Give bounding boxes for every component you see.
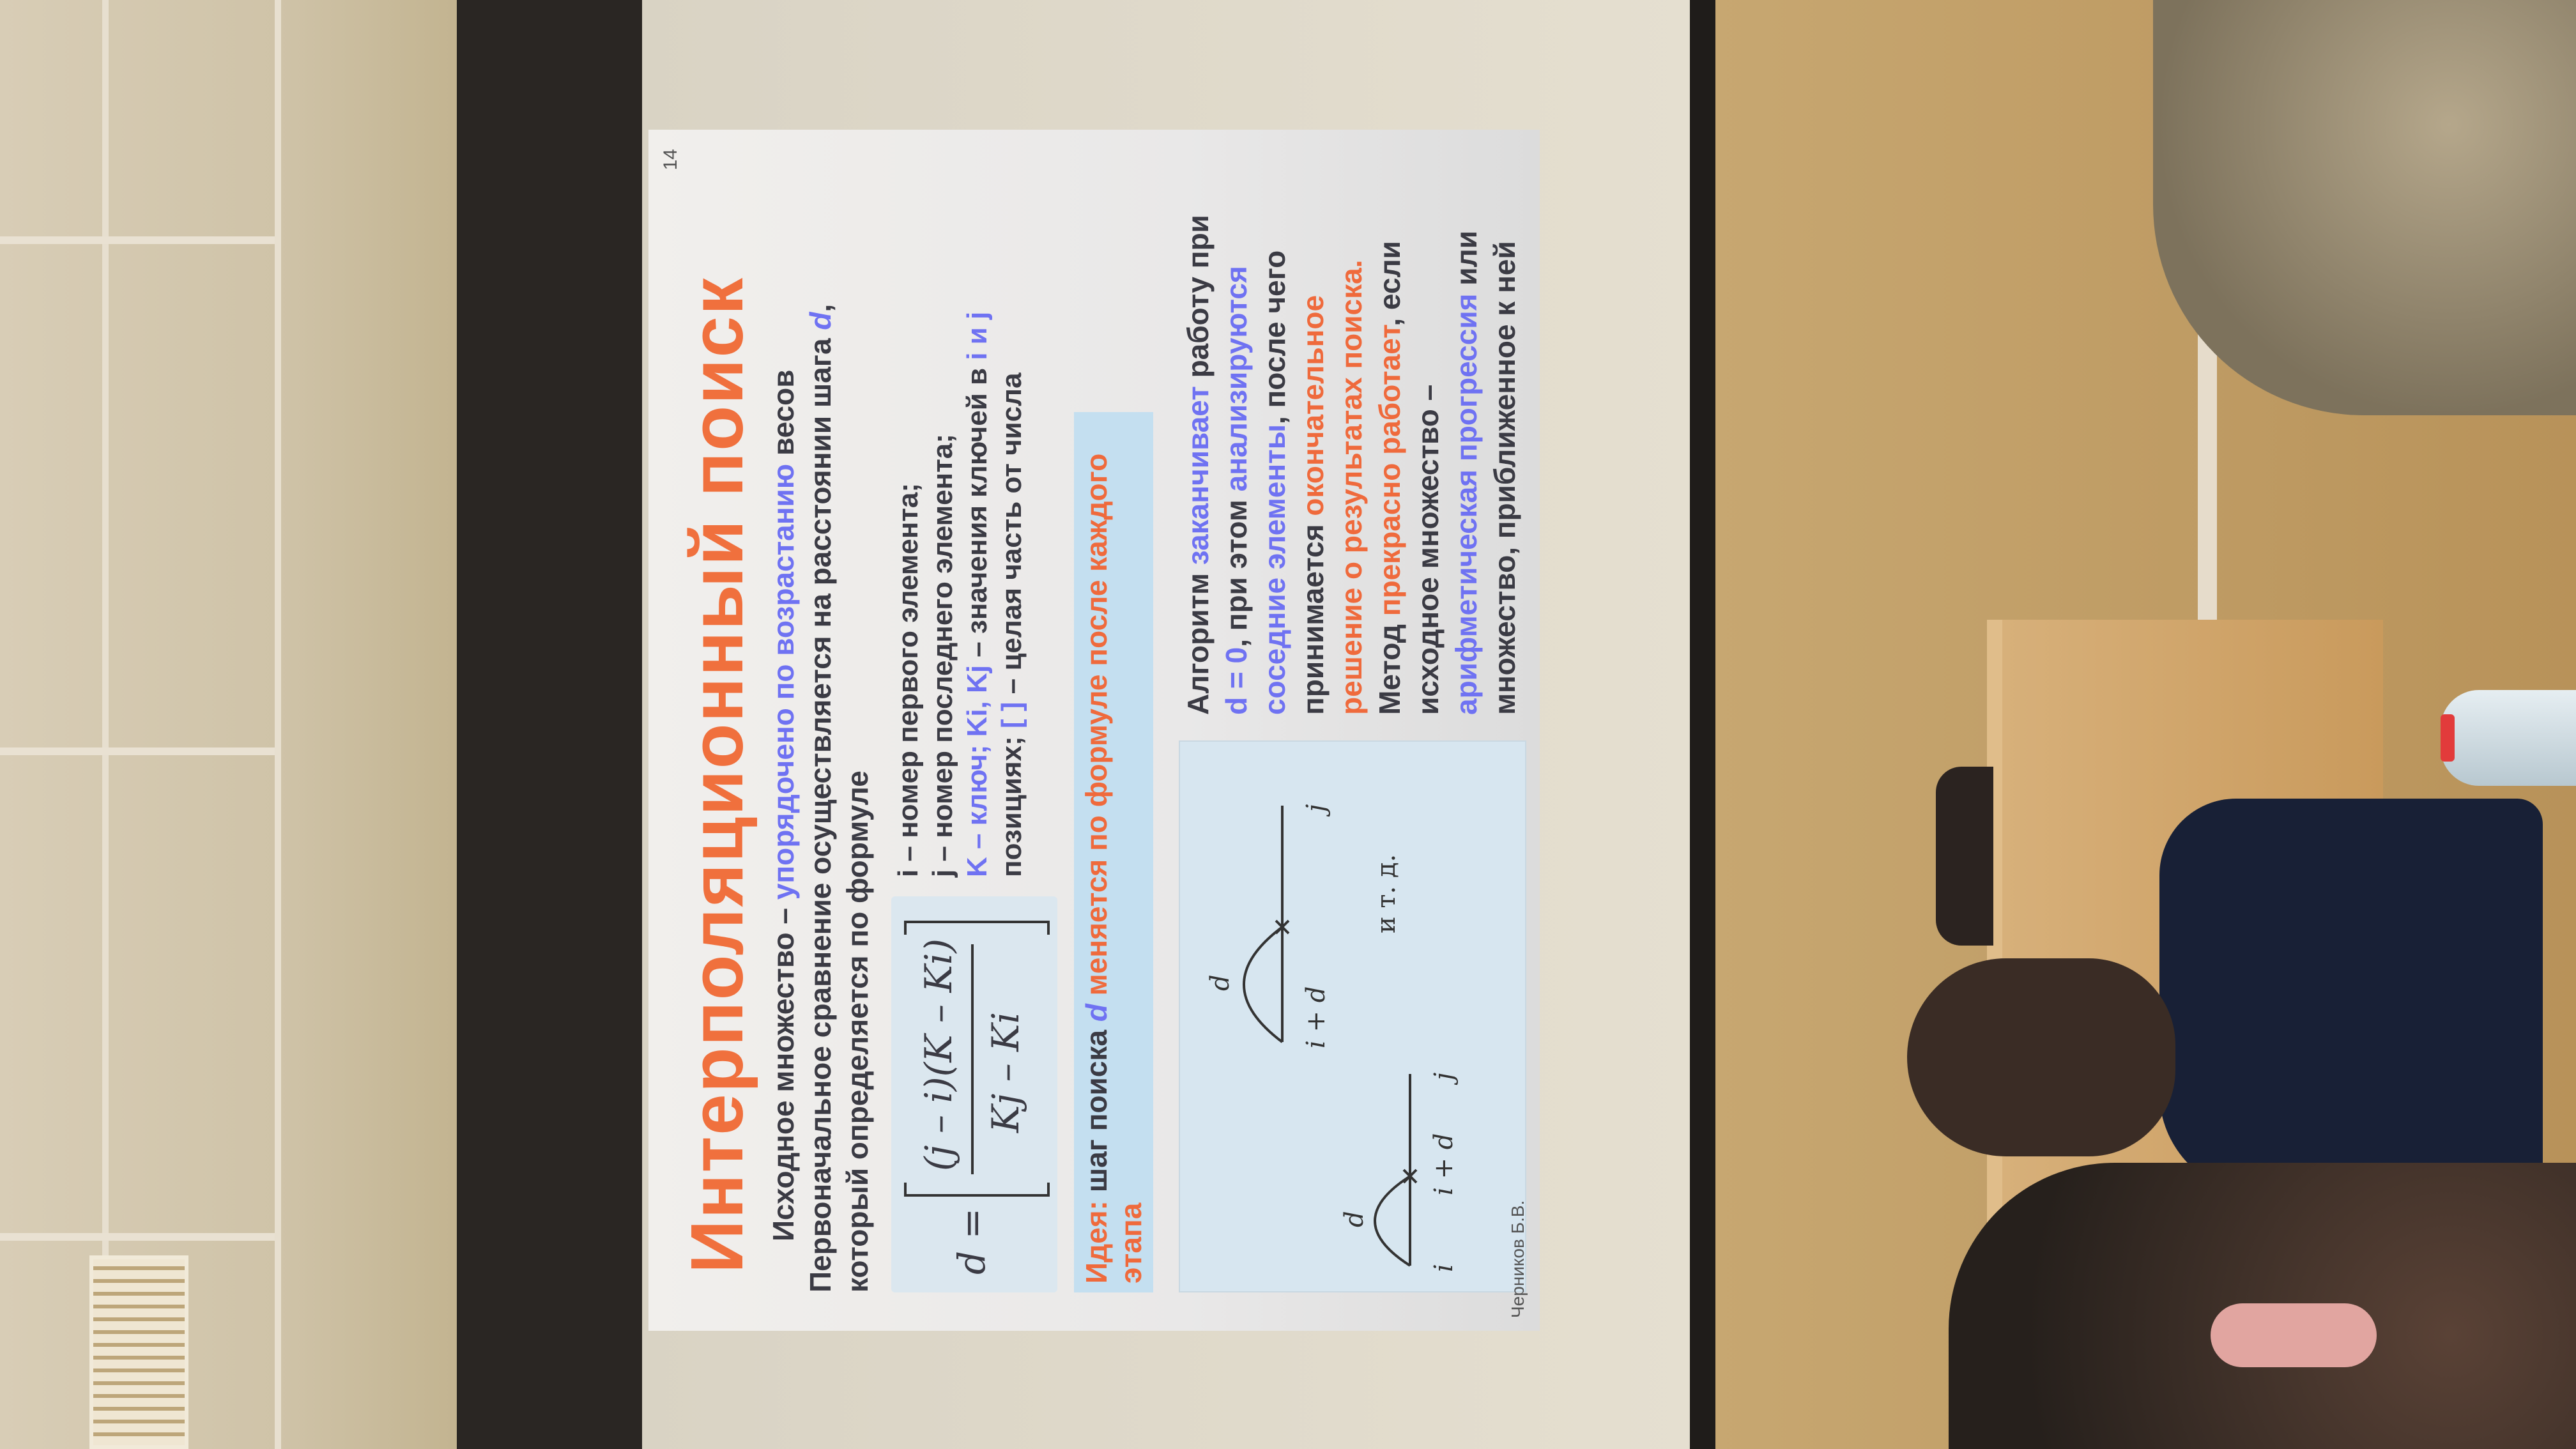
- person-head: [1907, 958, 2175, 1156]
- probe-mark-1: [1402, 1169, 1418, 1184]
- formula-legend: i – номер первого элемента; j – номер по…: [891, 312, 1029, 877]
- text: позициях;: [996, 728, 1027, 877]
- algorithm-text: Алгоритм заканчивает работу при d = 0, п…: [1179, 168, 1526, 715]
- label-j: j: [1429, 1072, 1459, 1080]
- bottle-cap: [2441, 714, 2455, 762]
- text: K – ключ;: [962, 737, 993, 877]
- step-arc-2: [1243, 926, 1284, 1043]
- wall-panel-seam: [0, 1233, 275, 1241]
- foreground-head: [2153, 0, 2576, 415]
- slide: 14 Интерполяционный поиск Исходное множе…: [648, 130, 1540, 1331]
- algo-line: арифметическая прогрессия или: [1447, 168, 1485, 715]
- label-d: d: [1206, 974, 1235, 991]
- formula-row: d = (j – i)(K – Ki) Kj – Ki i – номер пе…: [891, 168, 1057, 1292]
- text: анализируются: [1220, 266, 1253, 492]
- label-i: i: [1429, 1264, 1459, 1272]
- text: заканчивает: [1181, 386, 1215, 565]
- algo-line: Метод прекрасно работает, если: [1370, 168, 1409, 715]
- text: d: [1080, 1004, 1113, 1022]
- text: d = 0: [1220, 647, 1253, 715]
- water-bottle: [2441, 690, 2576, 786]
- legend-j: j – номер последнего элемента;: [927, 434, 958, 877]
- formula-lhs: d =: [950, 1208, 993, 1275]
- screen-frame: [1690, 0, 1715, 1449]
- algo-line: d = 0, при этом анализируются: [1217, 168, 1255, 715]
- highlight: упорядочено по возрастанию: [767, 463, 800, 900]
- text: или: [1450, 231, 1483, 294]
- wall-panel-seam: [0, 747, 275, 755]
- legend-floor: позициях; [ ] – целая часть от числа: [995, 312, 1029, 877]
- text: – целая часть от числа: [996, 372, 1027, 702]
- floor-bracket-right: [904, 921, 1050, 935]
- legend-i: i – номер первого элемента;: [893, 483, 924, 877]
- text: i и j: [962, 311, 993, 360]
- algo-line: соседние элементы, после чего: [1255, 168, 1294, 715]
- text: Идея:: [1080, 1200, 1113, 1284]
- window-blind: [89, 1255, 188, 1449]
- label-j: j: [1301, 804, 1331, 812]
- wall-panel-seam: [0, 236, 275, 244]
- text: , если: [1373, 241, 1406, 326]
- formula-numerator: (j – i)(K – Ki): [917, 938, 960, 1171]
- intro-line-3: который определяется по формуле: [841, 770, 874, 1292]
- text: ,: [804, 303, 837, 312]
- text: – значения ключей в: [962, 360, 993, 666]
- screen-frame: [457, 0, 642, 1449]
- label-etc: и т. д.: [1372, 854, 1401, 933]
- person-body: [2159, 799, 2543, 1195]
- legend-k: K – ключ; Ki, Kj – значения ключей в i и…: [960, 312, 995, 877]
- wall-panel-seam: [102, 0, 109, 1449]
- text: Первоначальное сравнение осуществляется …: [804, 330, 837, 1292]
- label-d: d: [1340, 1211, 1369, 1227]
- text: работу при: [1181, 215, 1215, 387]
- label-i-plus-d: i + d: [1429, 1133, 1459, 1195]
- probe-mark-2: [1275, 919, 1290, 935]
- text: соседние элементы: [1258, 424, 1291, 715]
- intro-line-1: Исходное множество – упорядочено по возр…: [765, 168, 802, 1241]
- formula: d = (j – i)(K – Ki) Kj – Ki: [891, 896, 1057, 1292]
- author: Черников Б.В.: [1508, 1200, 1528, 1318]
- text: шаг поиска: [1080, 1022, 1113, 1200]
- idea-banner: Идея: шаг поиска d меняется по формуле п…: [1074, 412, 1153, 1292]
- wall-panel-seam: [275, 0, 281, 1449]
- left-wall: [0, 0, 466, 1449]
- diagram-svg: [1243, 806, 1418, 1267]
- bottom-row: i d i + d j d i + d j и т. д. Алгоритм з…: [1179, 168, 1526, 1292]
- text: принимается: [1296, 516, 1330, 715]
- intro-line-2: Первоначальное сравнение осуществляется …: [802, 168, 839, 1292]
- algo-line: решение о результатах поиска.: [1335, 259, 1368, 715]
- text: Ki, Kj: [962, 665, 993, 737]
- text: весов: [767, 369, 800, 464]
- algo-line: исходное множество –: [1411, 384, 1445, 715]
- text: Алгоритм: [1181, 565, 1215, 715]
- text: Исходное множество –: [767, 900, 800, 1241]
- slide-title: Интерполяционный поиск: [675, 276, 758, 1273]
- interpolation-diagram: i d i + d j d i + d j и т. д.: [1179, 740, 1526, 1292]
- step-arc-1: [1374, 1175, 1411, 1267]
- text: прекрасно работает: [1373, 326, 1406, 617]
- fraction-bar: [971, 944, 974, 1174]
- hand: [2211, 1303, 2377, 1367]
- floor-bracket-left: [904, 1183, 1050, 1197]
- algo-line: множество, приближенное к ней: [1488, 241, 1521, 715]
- highlight: d: [804, 312, 837, 330]
- text: [ ]: [996, 702, 1027, 729]
- chair: [1936, 767, 1993, 946]
- text: , после чего: [1258, 250, 1291, 425]
- text: , при этом: [1220, 491, 1253, 647]
- label-i-plus-d: i + d: [1301, 986, 1331, 1048]
- text: окончательное: [1296, 295, 1330, 516]
- algo-line: принимается окончательное: [1294, 168, 1332, 715]
- text: Метод: [1373, 616, 1406, 715]
- algo-line: Алгоритм заканчивает работу при: [1179, 168, 1217, 715]
- page-number: 14: [660, 149, 681, 171]
- formula-denominator: Kj – Ki: [984, 1011, 1027, 1133]
- text: арифметическая прогрессия: [1450, 293, 1483, 715]
